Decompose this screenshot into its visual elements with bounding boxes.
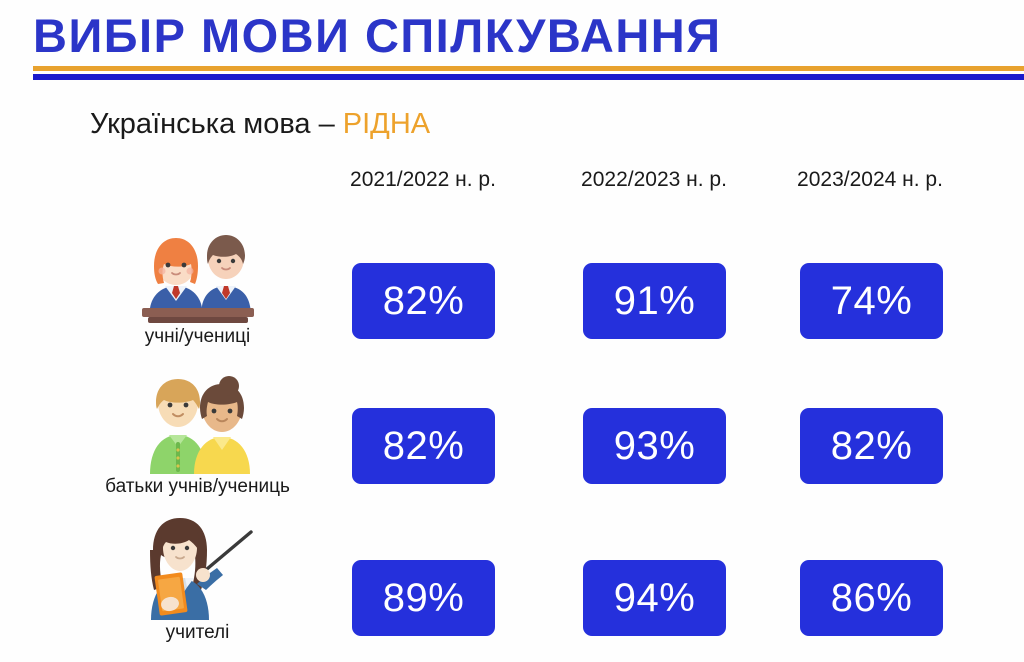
row-label: учні/учениці: [144, 326, 251, 347]
stat-cell: 82%: [352, 408, 495, 484]
subtitle-accent: РІДНА: [342, 108, 431, 140]
row-label: учителі: [165, 622, 230, 643]
stat-cell: 82%: [800, 408, 943, 484]
column-header-2021-2022: 2021/2022 н. р.: [350, 168, 496, 191]
page-title: ВИБІР МОВИ СПІЛКУВАННЯ: [33, 9, 722, 62]
students-icon: [141, 235, 254, 323]
stat-cell: 89%: [352, 560, 495, 636]
table-row: учні/учениці 82% 91% 74%: [0, 206, 1024, 358]
parents-icon: [149, 376, 250, 474]
column-header-2023-2024: 2023/2024 н. р.: [797, 168, 943, 191]
stat-cell: 82%: [352, 263, 495, 339]
stats-grid: 2021/2022 н. р. 2022/2023 н. р. 2023/202…: [0, 168, 1024, 662]
stat-cell: 91%: [583, 263, 726, 339]
row-header-students: учні/учениці: [60, 228, 335, 348]
row-header-teachers: учителі: [60, 512, 335, 644]
stat-cell: 94%: [583, 560, 726, 636]
row-header-parents: батьки учнів/учениць: [60, 370, 335, 498]
stat-cell: 86%: [800, 560, 943, 636]
subtitle: Українська мова – РІДНА: [90, 108, 430, 141]
row-label: батьки учнів/учениць: [105, 476, 290, 497]
table-row: батьки учнів/учениць 82% 93% 82%: [0, 358, 1024, 510]
teacher-icon: [149, 518, 253, 620]
column-header-2022-2023: 2022/2023 н. р.: [581, 168, 727, 191]
divider-orange: [33, 66, 1024, 71]
column-headers: 2021/2022 н. р. 2022/2023 н. р. 2023/202…: [0, 168, 1024, 206]
subtitle-text: Українська мова –: [90, 108, 343, 140]
stat-cell: 93%: [583, 408, 726, 484]
stat-cell: 74%: [800, 263, 943, 339]
divider-blue: [33, 74, 1024, 80]
table-row: учителі 89% 94% 86%: [0, 510, 1024, 662]
